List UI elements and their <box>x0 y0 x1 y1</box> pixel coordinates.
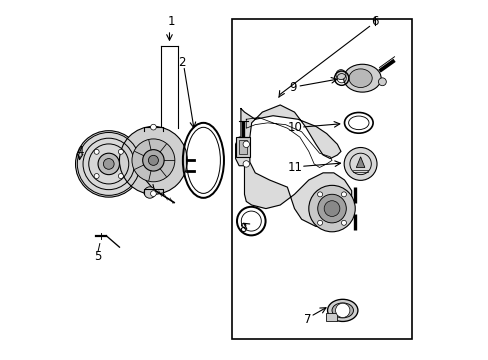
Ellipse shape <box>343 64 380 92</box>
Circle shape <box>344 148 376 180</box>
Circle shape <box>317 192 322 197</box>
Circle shape <box>150 191 156 197</box>
Bar <box>236 137 249 157</box>
Text: 7: 7 <box>304 313 311 326</box>
Circle shape <box>341 220 346 225</box>
Circle shape <box>142 150 164 171</box>
Circle shape <box>243 161 249 167</box>
Circle shape <box>119 126 187 194</box>
Polygon shape <box>235 105 351 226</box>
Circle shape <box>243 141 249 148</box>
Text: 11: 11 <box>287 161 303 174</box>
Text: 4: 4 <box>76 145 84 158</box>
Circle shape <box>75 131 142 197</box>
Circle shape <box>98 153 119 175</box>
Text: 9: 9 <box>289 81 297 94</box>
Circle shape <box>94 149 99 154</box>
Polygon shape <box>356 157 364 167</box>
Circle shape <box>308 185 354 232</box>
Text: 5: 5 <box>94 250 102 263</box>
Circle shape <box>378 78 386 86</box>
Bar <box>325 313 336 321</box>
Circle shape <box>335 69 345 80</box>
Text: 1: 1 <box>167 14 175 27</box>
Circle shape <box>148 156 158 165</box>
Circle shape <box>150 124 156 130</box>
Ellipse shape <box>327 299 357 321</box>
Circle shape <box>94 174 99 179</box>
Bar <box>239 140 246 154</box>
Circle shape <box>132 139 175 182</box>
Ellipse shape <box>348 69 371 87</box>
Text: 2: 2 <box>178 55 185 69</box>
Circle shape <box>341 192 346 197</box>
Text: 6: 6 <box>370 14 378 27</box>
Circle shape <box>324 201 339 216</box>
Circle shape <box>118 149 123 154</box>
Text: 8: 8 <box>239 222 246 235</box>
Text: 3: 3 <box>137 166 144 179</box>
Circle shape <box>118 174 123 179</box>
Text: 10: 10 <box>287 121 302 134</box>
Circle shape <box>144 187 155 198</box>
Circle shape <box>317 194 346 223</box>
Circle shape <box>335 303 349 318</box>
Circle shape <box>317 220 322 225</box>
Circle shape <box>103 158 114 169</box>
Ellipse shape <box>331 303 353 318</box>
Bar <box>231 19 411 339</box>
